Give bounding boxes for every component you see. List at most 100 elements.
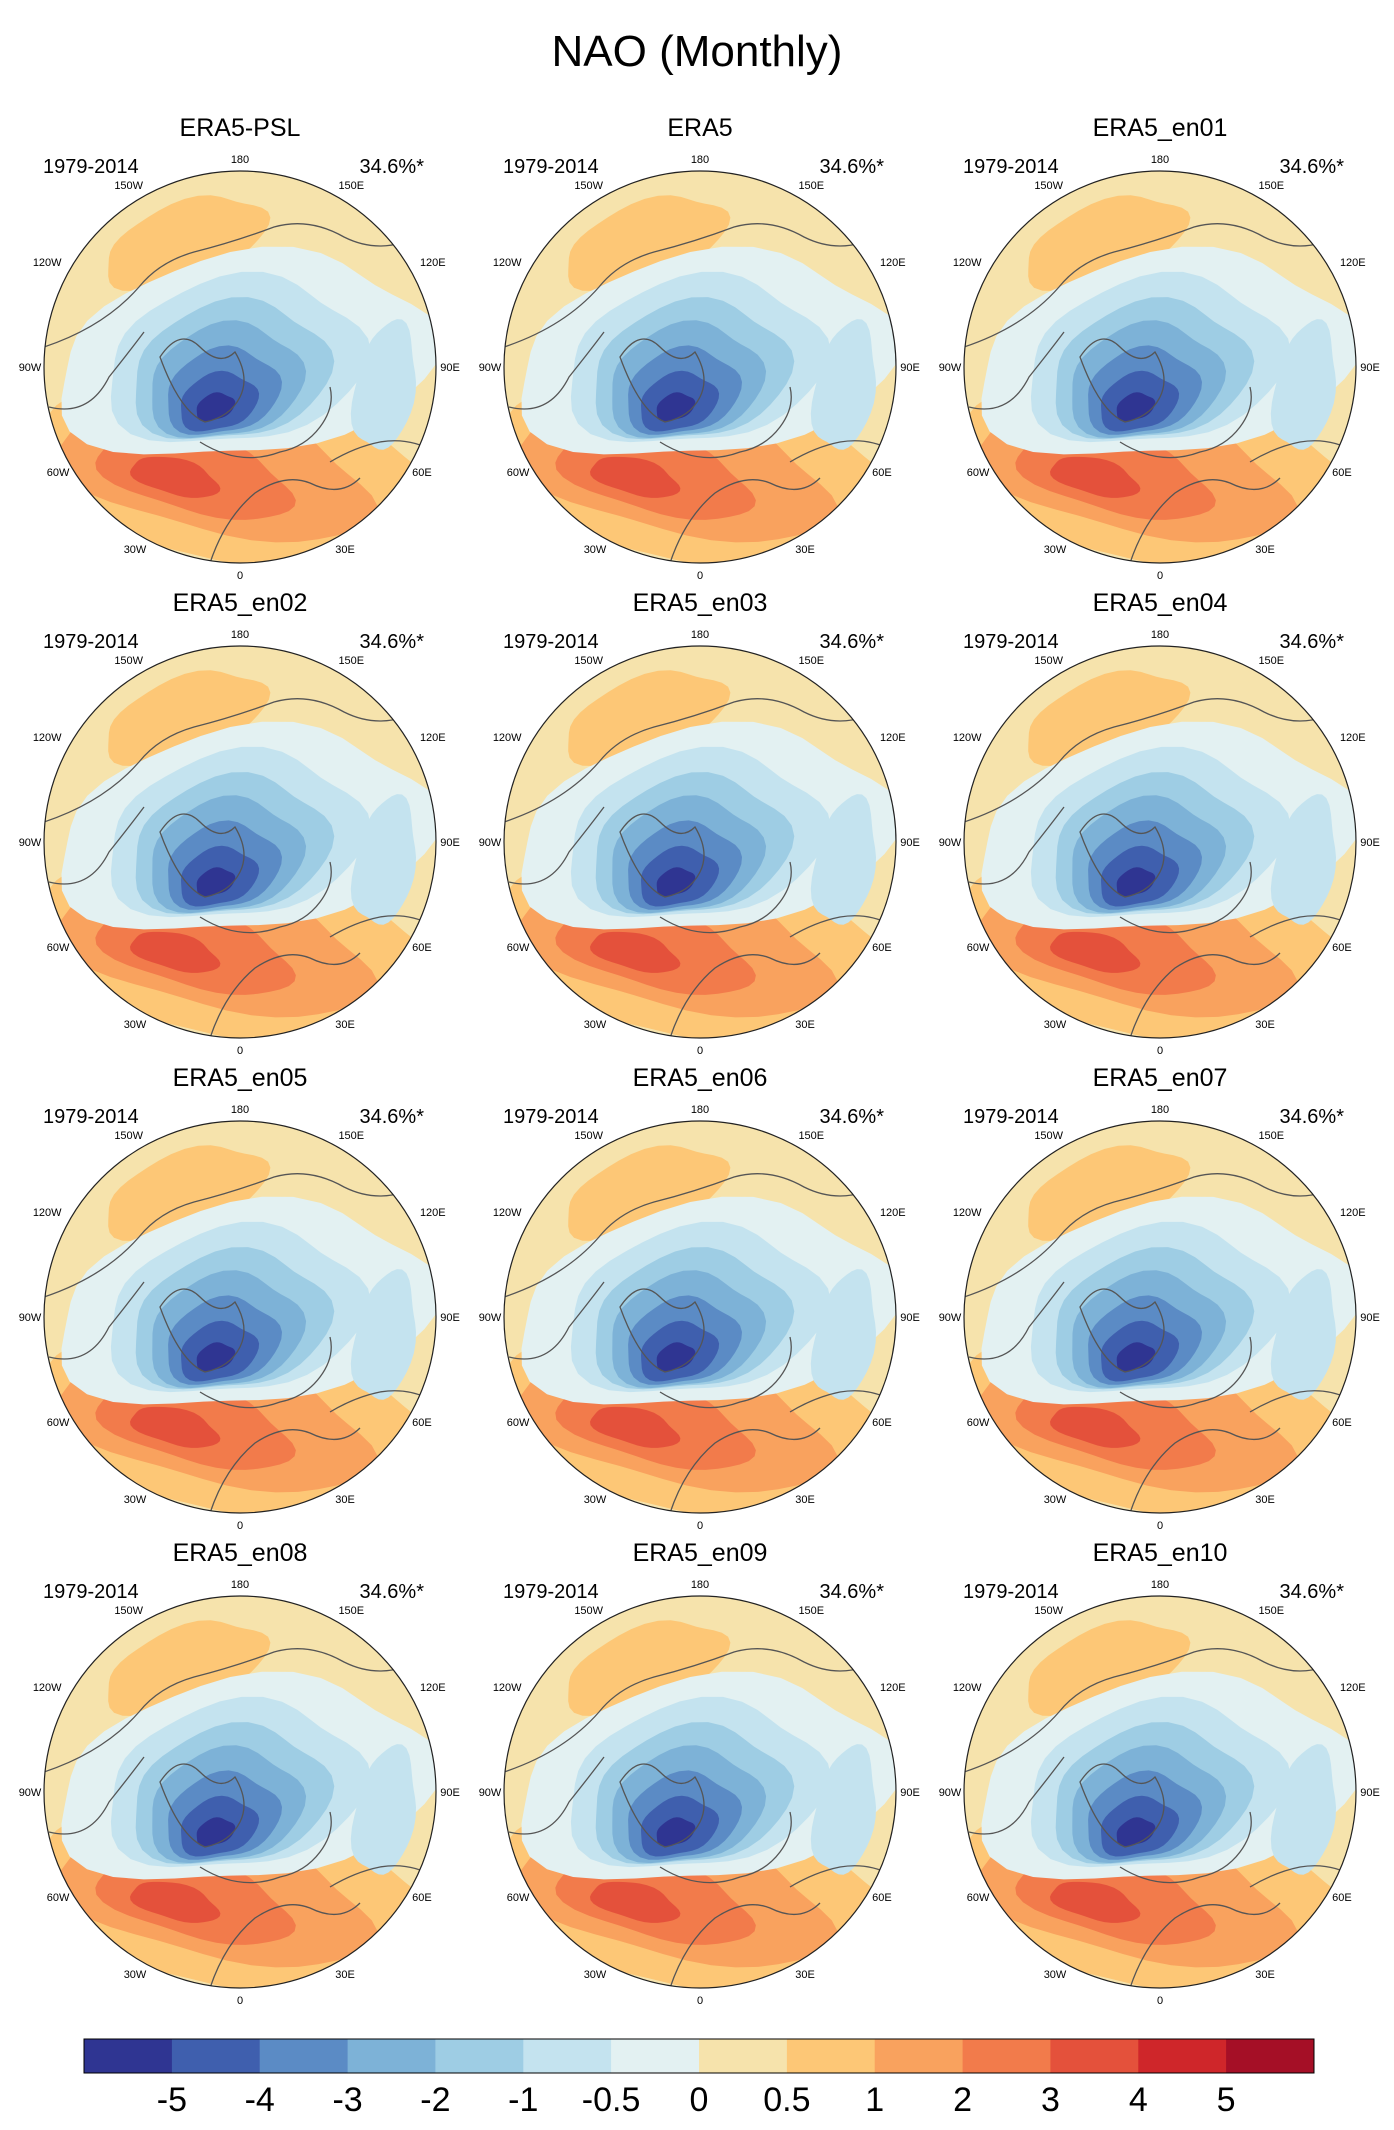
colorbar-tick-label: -1 (508, 2081, 538, 2119)
longitude-label: 180 (691, 154, 709, 166)
map-boundary (43, 170, 437, 564)
period-label: 1979-2014 (963, 1106, 1059, 1128)
period-label: 1979-2014 (43, 1581, 139, 1603)
longitude-label: 60E (412, 1892, 432, 1904)
map-panel: 180 150E 120E 90E 60E 30E 0 30W 60W 90W 120W 150W ER… (479, 1539, 920, 2007)
panel-title: ERA5_en10 (1093, 1539, 1228, 1567)
longitude-label: 30W (584, 544, 607, 556)
longitude-label: 180 (691, 1104, 709, 1116)
longitude-label: 90W (19, 1312, 42, 1324)
longitude-label: 120W (953, 732, 982, 744)
longitude-label: 0 (697, 570, 703, 582)
longitude-label: 90W (19, 362, 42, 374)
longitude-label: 30E (1255, 1019, 1275, 1031)
colorbar-swatch (523, 2039, 612, 2073)
map-panel: 180 150E 120E 90E 60E 30E 0 30W 60W 90W 120W 150W ER… (19, 114, 460, 582)
colorbar-tick-label: -2 (420, 2081, 450, 2119)
longitude-label: 150E (1258, 1605, 1284, 1617)
longitude-label: 120W (953, 257, 982, 269)
panel-title: ERA5 (667, 114, 732, 142)
siberia-anomaly-contour (350, 1744, 416, 1875)
longitude-label: 150E (798, 180, 824, 192)
siberia-anomaly-contour (810, 794, 876, 925)
longitude-label: 120W (493, 1207, 522, 1219)
longitude-label: 120W (33, 257, 62, 269)
longitude-label: 30E (795, 1494, 815, 1506)
positive-anomaly-contour (590, 1881, 681, 1923)
longitude-label: 150W (1034, 180, 1063, 192)
panel-title: ERA5_en03 (633, 589, 768, 617)
longitude-label: 60E (1332, 467, 1352, 479)
colorbar-swatch (699, 2039, 788, 2073)
longitude-label: 30E (1255, 544, 1275, 556)
longitude-label: 120E (420, 1682, 446, 1694)
longitude-label: 150W (574, 180, 603, 192)
variance-label: 34.6%* (360, 1106, 425, 1128)
colorbar-tick-label: 2 (953, 2081, 972, 2119)
longitude-label: 90W (939, 837, 962, 849)
longitude-label: 90W (939, 1312, 962, 1324)
longitude-label: 90E (900, 362, 920, 374)
colorbar-swatch (1138, 2039, 1227, 2073)
longitude-label: 30W (584, 1019, 607, 1031)
longitude-label: 60W (507, 1417, 530, 1429)
longitude-label: 90E (900, 1312, 920, 1324)
longitude-label: 90E (1360, 1312, 1380, 1324)
period-label: 1979-2014 (963, 1581, 1059, 1603)
longitude-label: 90W (479, 837, 502, 849)
period-label: 1979-2014 (43, 156, 139, 178)
longitude-label: 90E (900, 837, 920, 849)
variance-label: 34.6%* (820, 1106, 885, 1128)
longitude-label: 150E (338, 1605, 364, 1617)
pacific-anomaly-contour (1028, 1145, 1191, 1241)
longitude-label: 90W (939, 362, 962, 374)
longitude-label: 150E (798, 1605, 824, 1617)
longitude-label: 60W (47, 942, 70, 954)
longitude-label: 30W (124, 1494, 147, 1506)
map-boundary (503, 1120, 897, 1514)
siberia-anomaly-contour (810, 1744, 876, 1875)
longitude-label: 90E (1360, 1787, 1380, 1799)
longitude-label: 30E (1255, 1494, 1275, 1506)
longitude-label: 120E (1340, 257, 1366, 269)
longitude-label: 150W (114, 1130, 143, 1142)
colorbar-swatch (347, 2039, 436, 2073)
longitude-label: 0 (237, 1520, 243, 1532)
siberia-anomaly-contour (1270, 1269, 1336, 1400)
longitude-label: 90W (19, 837, 42, 849)
longitude-label: 90E (440, 1312, 460, 1324)
longitude-label: 120W (953, 1207, 982, 1219)
pacific-anomaly-contour (1028, 1620, 1191, 1716)
map-panel: 180 150E 120E 90E 60E 30E 0 30W 60W 90W 120W 150W ER… (939, 1539, 1380, 2007)
longitude-label: 120E (880, 1207, 906, 1219)
colorbar-swatch (786, 2039, 876, 2073)
longitude-label: 120W (493, 1682, 522, 1694)
positive-anomaly-contour (590, 931, 681, 973)
map-boundary (503, 645, 897, 1039)
longitude-label: 150W (114, 655, 143, 667)
longitude-label: 150W (574, 1605, 603, 1617)
period-label: 1979-2014 (43, 631, 139, 653)
longitude-label: 180 (1151, 1579, 1169, 1591)
map-boundary (963, 1120, 1357, 1514)
longitude-label: 30W (1044, 1019, 1067, 1031)
longitude-label: 30W (1044, 1494, 1067, 1506)
pacific-anomaly-contour (108, 670, 271, 766)
longitude-label: 30E (335, 1494, 355, 1506)
longitude-label: 150E (798, 1130, 824, 1142)
map-boundary (963, 645, 1357, 1039)
positive-anomaly-contour (590, 456, 681, 498)
longitude-label: 30W (124, 1969, 147, 1981)
siberia-anomaly-contour (810, 319, 876, 450)
longitude-label: 60E (872, 942, 892, 954)
period-label: 1979-2014 (963, 156, 1059, 178)
positive-anomaly-contour (1050, 1406, 1141, 1448)
longitude-label: 150E (338, 655, 364, 667)
map-panel: 180 150E 120E 90E 60E 30E 0 30W 60W 90W 120W 150W ER… (19, 589, 460, 1057)
siberia-anomaly-contour (1270, 794, 1336, 925)
longitude-label: 90W (479, 1787, 502, 1799)
longitude-label: 30W (124, 544, 147, 556)
longitude-label: 120W (493, 257, 522, 269)
panel-grid: 180 150E 120E 90E 60E 30E 0 30W 60W 90W 120W 150W ER… (19, 114, 1380, 2007)
longitude-label: 30W (584, 1969, 607, 1981)
